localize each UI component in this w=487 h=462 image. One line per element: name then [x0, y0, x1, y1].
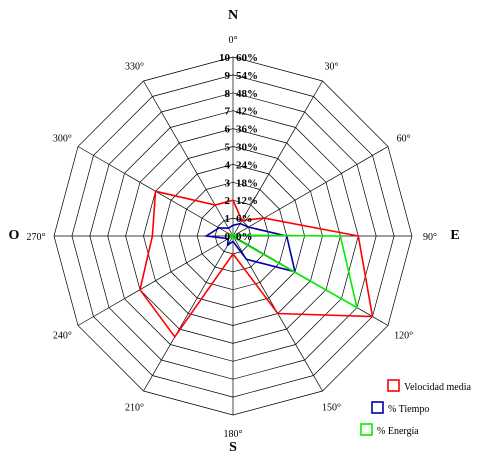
grid-spoke-30: [232, 80, 323, 237]
angle-label-0: 0°: [229, 35, 238, 46]
angle-label-180: 180°: [224, 429, 243, 440]
ring-label-right-6: 36%: [236, 124, 258, 136]
legend-label-0: Velocidad media: [404, 382, 471, 393]
ring-label-right-2: 12%: [236, 195, 258, 207]
angle-label-90: 90°: [423, 232, 437, 243]
angle-label-150: 150°: [322, 403, 341, 414]
legend-swatch-2: [360, 423, 373, 436]
grid-spoke-210: [143, 235, 234, 392]
series-1-polygon: [203, 222, 297, 273]
ring-label-left-6: 6: [225, 124, 231, 136]
legend-label-1: % Tiempo: [388, 404, 429, 415]
cardinal-south: S: [229, 440, 237, 455]
ring-label-right-5: 30%: [236, 142, 258, 154]
ring-label-left-0: 0: [225, 231, 231, 243]
angle-label-330: 330°: [125, 61, 144, 72]
ring-label-right-10: 60%: [236, 52, 258, 64]
legend: Velocidad media % Tiempo % Energía: [360, 379, 471, 437]
angle-label-120: 120°: [394, 331, 413, 342]
ring-label-right-0: 0%: [236, 231, 253, 243]
angle-label-270: 270°: [27, 232, 46, 243]
angle-label-210: 210°: [125, 403, 144, 414]
ring-label-left-8: 8: [225, 88, 231, 100]
angle-label-300: 300°: [53, 134, 72, 145]
ring-label-left-3: 3: [225, 177, 231, 189]
ring-label-left-10: 10: [219, 52, 231, 64]
ring-label-left-5: 5: [225, 142, 231, 154]
ring-label-left-7: 7: [225, 106, 231, 118]
cardinal-east: E: [450, 228, 459, 243]
ring-label-right-3: 18%: [236, 177, 258, 189]
cardinal-west: O: [9, 228, 20, 243]
series-2-polygon: [227, 233, 359, 310]
angle-label-30: 30°: [325, 61, 339, 72]
radar-labels: 0° 30° 60° 90° 120° 150° 180° 210° 240° 270° 300° 3…: [27, 35, 438, 440]
grid-spoke-330: [143, 80, 234, 237]
grid-spoke-60: [232, 146, 389, 237]
legend-label-2: % Energía: [377, 426, 419, 437]
series-0-polygon: [139, 190, 374, 339]
angle-label-60: 60°: [397, 134, 411, 145]
ring-label-left-2: 2: [225, 195, 231, 207]
cardinal-north: N: [228, 8, 238, 23]
ring-label-right-1: 6%: [236, 213, 253, 225]
ring-label-right-9: 54%: [236, 70, 258, 82]
ring-label-left-4: 4: [225, 159, 231, 171]
ring-label-left-1: 1: [225, 213, 231, 225]
radar-series-group: [139, 190, 374, 339]
ring-label-right-4: 24%: [236, 159, 258, 171]
legend-swatch-1: [371, 401, 384, 414]
grid-spoke-240: [77, 235, 234, 326]
ring-label-right-8: 48%: [236, 88, 258, 100]
ring-label-right-7: 42%: [236, 106, 258, 118]
angle-label-240: 240°: [53, 331, 72, 342]
legend-swatch-0: [387, 379, 400, 392]
ring-label-left-9: 9: [225, 70, 231, 82]
